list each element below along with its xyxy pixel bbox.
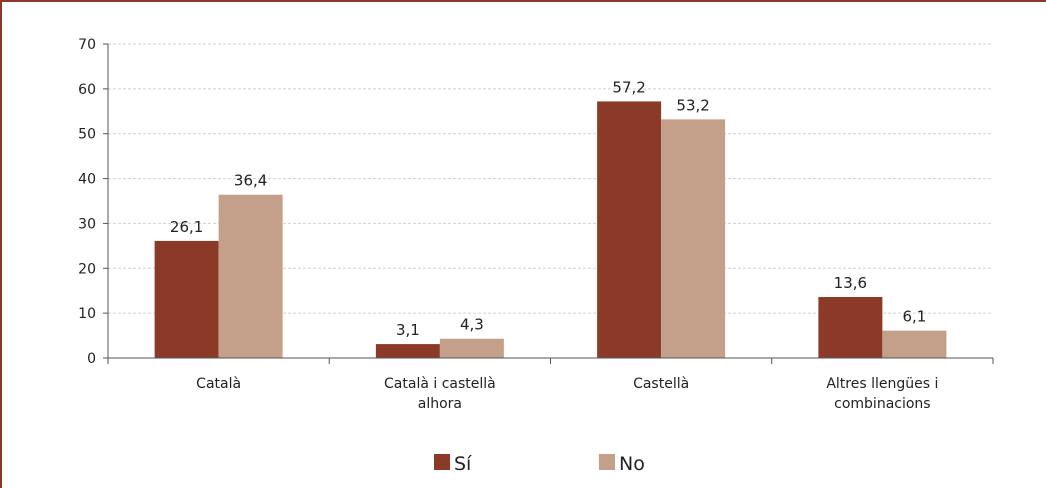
y-axis-ticks: 0 10 20 30 40 50 60 70: [78, 37, 108, 367]
category-label: combinacions: [834, 396, 930, 412]
y-tick-label: 50: [78, 127, 96, 143]
legend-swatch: [434, 454, 450, 470]
bar-si: [375, 344, 440, 358]
category-label: alhora: [418, 396, 462, 412]
legend-label: Sí: [454, 453, 472, 475]
legend-swatch: [599, 454, 615, 470]
data-label: 26,1: [170, 218, 203, 236]
y-tick-label: 0: [87, 351, 96, 367]
category-label: Altres llengües i: [826, 376, 938, 392]
y-tick-label: 40: [78, 172, 96, 188]
data-labels: 26,1 36,4 3,1 4,3 57,2 53,2 13,6 6,1: [170, 78, 926, 339]
category-labels: Català Català i castellà alhora Castellà Alt…: [196, 376, 938, 412]
category-label: Català: [196, 376, 241, 392]
bar-no: [439, 338, 504, 358]
data-label: 6,1: [902, 308, 926, 326]
data-label: 4,3: [460, 316, 484, 334]
bar-si: [154, 240, 219, 358]
gridlines: [108, 43, 993, 314]
category-label: Castellà: [633, 376, 689, 392]
y-tick-label: 60: [78, 82, 96, 98]
bar-si: [818, 296, 883, 358]
legend-label: No: [619, 453, 645, 475]
data-label: 13,6: [834, 274, 867, 292]
y-tick-label: 30: [78, 216, 96, 232]
bar-no: [661, 119, 726, 358]
bars: [154, 101, 947, 358]
data-label: 57,2: [612, 78, 645, 96]
data-label: 36,4: [234, 172, 267, 190]
bar-si: [597, 101, 662, 358]
legend: Sí No: [434, 453, 645, 475]
bar-no: [882, 330, 947, 358]
y-tick-label: 70: [78, 37, 96, 53]
data-label: 3,1: [396, 321, 420, 339]
y-tick-label: 20: [78, 261, 96, 277]
bar-no: [218, 194, 283, 358]
category-label: Català i castellà: [384, 376, 496, 392]
axes: [107, 44, 994, 364]
y-tick-label: 10: [78, 306, 96, 322]
data-label: 53,2: [676, 96, 709, 114]
